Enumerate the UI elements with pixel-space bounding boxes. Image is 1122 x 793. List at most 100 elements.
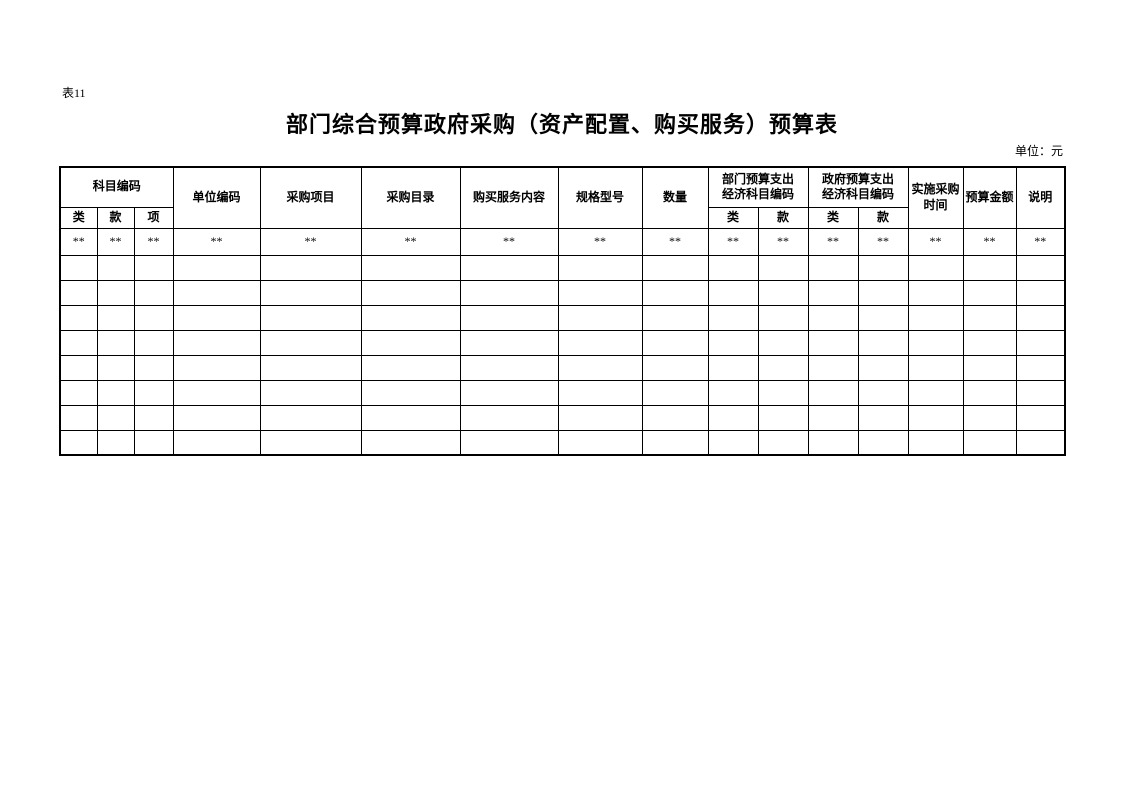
table-cell <box>857 429 909 456</box>
table-cell <box>707 379 759 406</box>
header-purchase-time-line1: 实施采购 <box>911 182 960 197</box>
table-cell <box>1015 429 1066 456</box>
table-cell: ** <box>172 227 261 256</box>
table-cell <box>557 304 643 331</box>
table-cell <box>1015 279 1066 306</box>
table-cell <box>459 404 559 431</box>
table-row <box>59 379 1066 406</box>
table-cell <box>907 404 964 431</box>
table-cell <box>557 329 643 356</box>
table-cell <box>259 354 362 381</box>
table-cell <box>96 329 135 356</box>
table-cell <box>807 304 859 331</box>
table-cell <box>360 329 461 356</box>
header-gov-econ-section: 款 <box>857 206 909 229</box>
table-cell <box>707 279 759 306</box>
table-cell <box>59 254 98 281</box>
table-cell <box>857 329 909 356</box>
table-row <box>59 329 1066 356</box>
table-cell <box>962 404 1017 431</box>
table-cell <box>807 254 859 281</box>
header-dept-budget-econ-line1: 部门预算支出 <box>722 171 795 186</box>
table-cell <box>360 304 461 331</box>
table-cell <box>259 379 362 406</box>
table-cell <box>641 379 709 406</box>
table-cell <box>59 329 98 356</box>
header-purchase-time-line2: 时间 <box>923 197 948 212</box>
table-cell <box>360 254 461 281</box>
table-cell <box>172 379 261 406</box>
table-cell: ** <box>133 227 174 256</box>
table-cell <box>459 304 559 331</box>
sheet-label: 表11 <box>62 86 86 100</box>
table-cell <box>641 404 709 431</box>
table-cell <box>807 379 859 406</box>
table-cell <box>641 329 709 356</box>
table-cell <box>459 354 559 381</box>
table-cell <box>172 329 261 356</box>
table-cell <box>707 404 759 431</box>
header-procurement-project: 采购项目 <box>259 166 362 229</box>
table-cell <box>133 254 174 281</box>
table-cell <box>172 279 261 306</box>
table-cell <box>557 354 643 381</box>
table-cell: ** <box>360 227 461 256</box>
table-cell <box>807 354 859 381</box>
table-cell <box>857 354 909 381</box>
unit-note: 单位：元 <box>1014 144 1063 158</box>
table-cell <box>172 304 261 331</box>
table-cell <box>907 429 964 456</box>
table-cell <box>707 354 759 381</box>
table-cell: ** <box>857 227 909 256</box>
table-cell <box>360 404 461 431</box>
table-cell <box>807 429 859 456</box>
table-cell <box>1015 379 1066 406</box>
header-dept-budget-econ-line2: 经济科目编码 <box>722 187 795 202</box>
table-cell <box>962 329 1017 356</box>
table-cell <box>360 279 461 306</box>
table-cell <box>59 279 98 306</box>
header-budget-amount: 预算金额 <box>962 166 1017 229</box>
table-cell <box>962 379 1017 406</box>
header-quantity: 数量 <box>641 166 709 229</box>
table-cell <box>707 254 759 281</box>
table-cell <box>1015 304 1066 331</box>
table-cell <box>133 379 174 406</box>
table-cell <box>133 279 174 306</box>
table-cell <box>96 254 135 281</box>
table-cell <box>459 429 559 456</box>
table-cell <box>1015 354 1066 381</box>
header-subject-code-section: 款 <box>96 206 135 229</box>
table-cell <box>641 279 709 306</box>
table-cell <box>459 379 559 406</box>
table-cell <box>96 304 135 331</box>
table-cell <box>557 379 643 406</box>
table-cell <box>907 379 964 406</box>
table-row <box>59 429 1066 456</box>
table-cell <box>133 354 174 381</box>
table-cell <box>641 429 709 456</box>
table-cell <box>707 329 759 356</box>
header-unit-code: 单位编码 <box>172 166 261 229</box>
table-cell <box>962 279 1017 306</box>
table-body: ** ** ** ** ** ** ** ** ** ** ** ** ** ** ** ** <box>59 227 1066 456</box>
header-purchase-service-content: 购买服务内容 <box>459 166 559 229</box>
table-cell <box>857 254 909 281</box>
table-cell <box>259 279 362 306</box>
header-spec-model: 规格型号 <box>557 166 643 229</box>
table-row <box>59 404 1066 431</box>
table-cell <box>641 304 709 331</box>
table-cell <box>259 304 362 331</box>
header-gov-budget-econ-code: 政府预算支出 经济科目编码 <box>807 166 909 208</box>
table-cell <box>907 329 964 356</box>
table-cell <box>1015 254 1066 281</box>
table-cell <box>360 354 461 381</box>
table-cell <box>707 429 759 456</box>
table-cell <box>360 429 461 456</box>
header-gov-budget-econ-line1: 政府预算支出 <box>822 171 895 186</box>
table-cell <box>857 279 909 306</box>
table-header: 科目编码 单位编码 采购项目 采购目录 购买服务内容 规格型号 数量 部门预算支… <box>59 166 1066 229</box>
table-cell <box>641 254 709 281</box>
table-cell <box>757 404 809 431</box>
